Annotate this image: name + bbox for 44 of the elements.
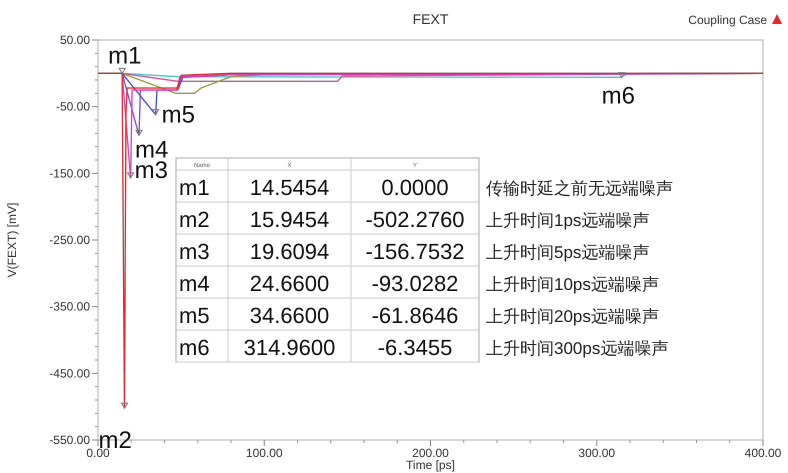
annotation: -6.3455	[378, 335, 452, 360]
annotation: m3	[179, 239, 210, 264]
annotation: m1	[179, 175, 210, 200]
x-tick-label: 400.00	[744, 446, 782, 460]
annotation: 314.9600	[244, 335, 336, 360]
annotation: -93.0282	[372, 271, 458, 296]
annotation: 上升时间10ps远端噪声	[486, 275, 659, 294]
annotation: 34.6600	[250, 303, 330, 328]
x-tick-label: 300.00	[578, 446, 616, 460]
chart-title: FEXT	[412, 11, 449, 27]
y-tick-label: -250.00	[49, 233, 90, 247]
annotation: 14.5454	[250, 175, 330, 200]
annotation: -502.2760	[365, 207, 465, 232]
x-tick-label: 200.00	[412, 446, 450, 460]
annotation: 上升时间5ps远端噪声	[486, 243, 650, 262]
annotation: 传输时延之前无远端噪声	[486, 179, 673, 198]
annotation: -61.8646	[372, 303, 458, 328]
y-tick-label: -550.00	[49, 433, 90, 447]
legend-title: Coupling Case	[688, 13, 768, 27]
annotation: m4	[179, 271, 210, 296]
x-axis-title: Time [ps]	[406, 458, 455, 472]
annotation: 上升时间300ps远端噪声	[486, 339, 668, 358]
annotation: 0.0000	[381, 175, 449, 200]
annotation: 19.6094	[250, 239, 330, 264]
annotation: 15.9454	[250, 207, 330, 232]
annotation: -156.7532	[365, 239, 465, 264]
legend: Coupling Case	[688, 13, 782, 27]
annotation: 上升时间1ps远端噪声	[486, 211, 650, 230]
y-tick-label: -450.00	[49, 366, 90, 380]
y-tick-label: 50.00	[60, 33, 90, 47]
annotation: m5	[179, 303, 210, 328]
y-tick-label: -350.00	[49, 300, 90, 314]
annotation: m6	[179, 335, 210, 360]
annotation: 24.6600	[250, 271, 330, 296]
annotation: m2	[179, 207, 210, 232]
annotation: m5	[162, 102, 195, 129]
annotation: m1	[108, 42, 142, 70]
y-axis-title: V(FEXT) [mV]	[5, 202, 19, 278]
y-tick-label: -50.00	[56, 100, 90, 114]
annotation: m3	[134, 156, 168, 184]
annotation: 上升时间20ps远端噪声	[486, 307, 659, 326]
x-tick-label: 100.00	[246, 446, 283, 460]
y-tick-label: -150.00	[49, 166, 90, 180]
annotation: m6	[602, 82, 635, 110]
